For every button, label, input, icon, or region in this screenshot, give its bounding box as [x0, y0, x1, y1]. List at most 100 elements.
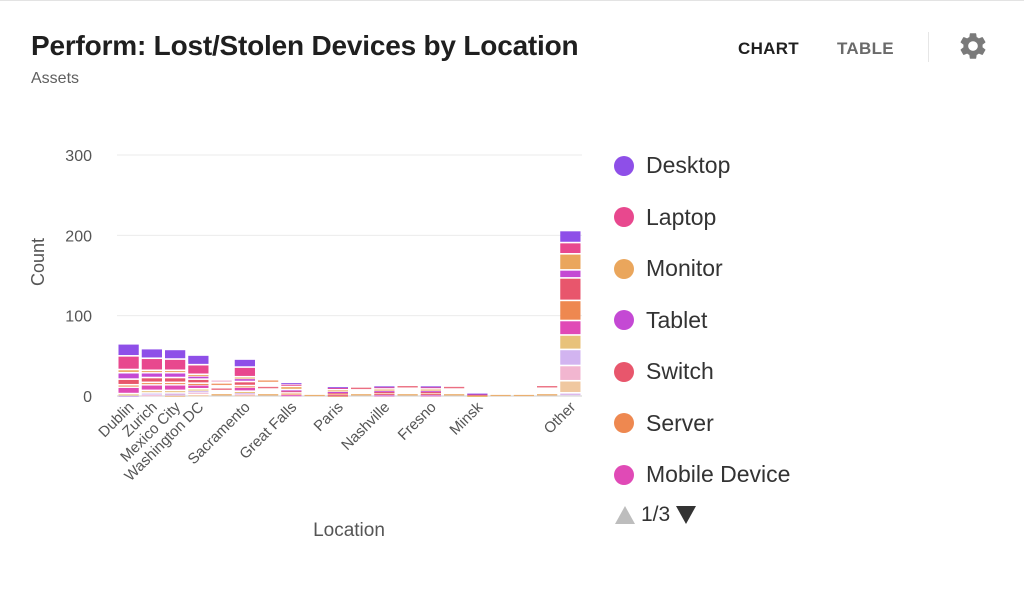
bar-segment-mobile-device[interactable]: [165, 385, 186, 390]
bar-segment-tablet[interactable]: [141, 373, 162, 377]
bar-segment-other-3[interactable]: [188, 395, 209, 397]
bar-segment-other-2[interactable]: [188, 392, 209, 394]
bar-segment-tablet[interactable]: [118, 373, 139, 379]
bar-segment-desktop[interactable]: [234, 359, 255, 367]
bar-segment-tablet[interactable]: [234, 379, 255, 381]
bar-segment-laptop[interactable]: [165, 359, 186, 370]
bar-segment-other-0[interactable]: [141, 391, 162, 393]
bar-segment-laptop[interactable]: [281, 384, 302, 386]
bar-segment[interactable]: [211, 380, 232, 382]
bar-segment-switch[interactable]: [560, 278, 581, 300]
legend-item-mobile-device[interactable]: Mobile Device: [614, 449, 790, 501]
bar-segment-mobile-device[interactable]: [141, 385, 162, 390]
bar-segment[interactable]: [537, 386, 558, 388]
bar-segment-other-0[interactable]: [560, 335, 581, 349]
bar-segment-monitor[interactable]: [118, 370, 139, 372]
bar-segment[interactable]: [513, 394, 534, 397]
bar-segment-other-2[interactable]: [560, 366, 581, 380]
bar-segment-server[interactable]: [374, 393, 395, 395]
bar-segment-server[interactable]: [118, 385, 139, 387]
bar-segment-monitor[interactable]: [141, 371, 162, 373]
bar-segment-other-1[interactable]: [560, 350, 581, 365]
bar-segment-laptop[interactable]: [141, 359, 162, 370]
bar-segment-laptop[interactable]: [467, 394, 488, 396]
bar-segment-mobile-device[interactable]: [118, 387, 139, 393]
bar-segment-tablet[interactable]: [165, 373, 186, 377]
bar-segment-tablet[interactable]: [420, 391, 441, 393]
bar-segment-server[interactable]: [234, 386, 255, 388]
bar-segment-other-0[interactable]: [327, 395, 348, 397]
bar-segment[interactable]: [258, 380, 279, 382]
bar-segment-desktop[interactable]: [141, 349, 162, 358]
bar-segment-monitor[interactable]: [281, 387, 302, 389]
bar-segment-mobile-device[interactable]: [560, 321, 581, 335]
bar-segment-tablet[interactable]: [188, 376, 209, 379]
bar-segment-switch[interactable]: [420, 391, 441, 393]
bar-segment[interactable]: [397, 386, 418, 388]
bar-segment-switch[interactable]: [141, 378, 162, 382]
bar-segment-monitor[interactable]: [188, 375, 209, 377]
bar-segment-other-3[interactable]: [234, 395, 255, 397]
bar-segment-switch[interactable]: [165, 378, 186, 382]
bar-segment[interactable]: [211, 388, 232, 390]
bar-segment-other-1[interactable]: [141, 393, 162, 395]
bar-segment-tablet[interactable]: [327, 391, 348, 393]
legend-item-server[interactable]: Server: [614, 398, 790, 450]
legend-item-switch[interactable]: Switch: [614, 346, 790, 398]
bar-segment-monitor[interactable]: [467, 395, 488, 397]
bar-segment[interactable]: [211, 383, 232, 386]
bar-segment-tablet[interactable]: [281, 390, 302, 392]
bar-segment-other-3[interactable]: [560, 381, 581, 392]
bar-segment[interactable]: [490, 394, 511, 397]
bar-segment-server[interactable]: [165, 383, 186, 385]
bar-segment-other-2[interactable]: [234, 394, 255, 396]
bar-segment[interactable]: [351, 394, 372, 396]
bar-segment-desktop[interactable]: [188, 355, 209, 364]
bar-segment[interactable]: [351, 387, 372, 390]
bar-segment[interactable]: [537, 394, 558, 396]
gear-icon[interactable]: [957, 30, 989, 62]
bar-segment[interactable]: [397, 394, 418, 396]
bar-segment-server[interactable]: [281, 393, 302, 395]
bar-segment-switch[interactable]: [281, 391, 302, 393]
bar-segment-laptop[interactable]: [327, 387, 348, 389]
bar-segment-monitor[interactable]: [327, 390, 348, 392]
bar-segment-desktop[interactable]: [420, 386, 441, 388]
legend-item-desktop[interactable]: Desktop: [614, 140, 790, 192]
bar-segment-laptop[interactable]: [234, 367, 255, 376]
bar-segment-desktop[interactable]: [374, 386, 395, 388]
bar-segment-desktop[interactable]: [118, 344, 139, 356]
bar-segment[interactable]: [444, 394, 465, 396]
bar-segment-switch[interactable]: [327, 392, 348, 394]
bar-segment-other-2[interactable]: [374, 395, 395, 397]
legend-item-tablet[interactable]: Tablet: [614, 295, 790, 347]
triangle-down-icon[interactable]: [676, 506, 697, 524]
legend-item-monitor[interactable]: Monitor: [614, 243, 790, 295]
bar-segment-server[interactable]: [420, 393, 441, 395]
bar-segment-laptop[interactable]: [420, 387, 441, 389]
bar-segment[interactable]: [258, 394, 279, 396]
bar-segment-mobile-device[interactable]: [188, 385, 209, 388]
bar-segment-switch[interactable]: [188, 379, 209, 383]
bar-segment-other-1[interactable]: [188, 391, 209, 393]
bar-segment-laptop[interactable]: [374, 387, 395, 389]
bar-segment-other-1[interactable]: [234, 392, 255, 394]
bar-segment-desktop[interactable]: [281, 383, 302, 385]
bar-segment-other-1[interactable]: [165, 393, 186, 395]
bar-segment-other-0[interactable]: [165, 391, 186, 393]
bar-segment-other-0[interactable]: [234, 391, 255, 393]
bar-segment-tablet[interactable]: [560, 270, 581, 278]
bar-segment-tablet[interactable]: [374, 391, 395, 393]
bar-segment-monitor[interactable]: [560, 254, 581, 270]
bar-segment[interactable]: [304, 394, 325, 397]
bar-segment-desktop[interactable]: [327, 387, 348, 389]
bar-segment-monitor[interactable]: [234, 377, 255, 379]
bar-segment[interactable]: [258, 386, 279, 389]
bar-segment-desktop[interactable]: [467, 393, 488, 395]
triangle-up-icon[interactable]: [615, 506, 635, 524]
bar-segment-other-0[interactable]: [188, 389, 209, 391]
bar-segment[interactable]: [211, 394, 232, 396]
bar-segment-switch[interactable]: [118, 379, 139, 384]
bar-segment-other-1[interactable]: [374, 395, 395, 397]
bar-segment-laptop[interactable]: [560, 243, 581, 254]
